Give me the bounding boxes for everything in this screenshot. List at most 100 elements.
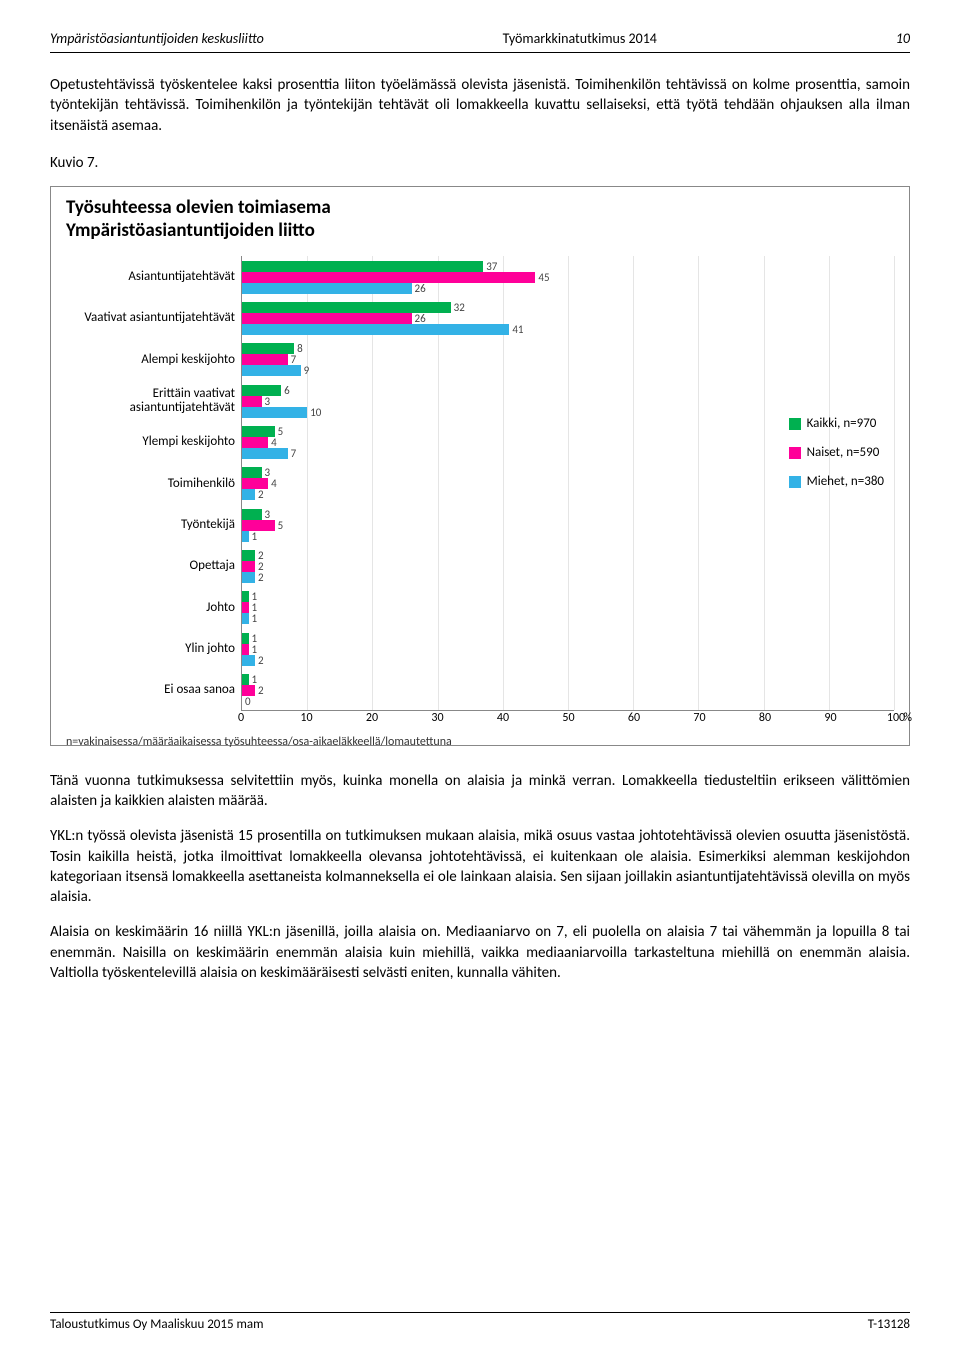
bar [242, 478, 268, 489]
bar-value-label: 1 [252, 612, 258, 625]
bar [242, 365, 301, 376]
bar-row: 1 [242, 591, 894, 602]
x-tick-label: 90 [824, 711, 836, 725]
bar [242, 655, 255, 666]
bar [242, 633, 249, 644]
bar [242, 272, 535, 283]
x-tick-label: 10 [300, 711, 312, 725]
bar-row: 2 [242, 685, 894, 696]
legend-swatch [789, 418, 801, 430]
footer-right: T-13128 [868, 1317, 910, 1332]
bar-row: 3 [242, 396, 894, 407]
category-label: Työntekijä [66, 505, 241, 546]
header-title: Työmarkkinatutkimus 2014 [503, 30, 657, 47]
category-label: Ylempi keskijohto [66, 422, 241, 463]
bar-row: 1 [242, 644, 894, 655]
bar-group: 111 [242, 587, 894, 628]
chart-body: AsiantuntijatehtävätVaativat asiantuntij… [66, 256, 894, 711]
bar-row: 26 [242, 313, 894, 324]
bar-row: 2 [242, 655, 894, 666]
bar-group: 374526 [242, 256, 894, 297]
bar [242, 613, 249, 624]
legend-item: Kaikki, n=970 [789, 416, 884, 431]
bar-group: 222 [242, 546, 894, 587]
paragraph-3: YKL:n työssä olevista jäsenistä 15 prose… [50, 826, 910, 907]
bar [242, 313, 412, 324]
x-tick-label: 50 [562, 711, 574, 725]
bar [242, 343, 294, 354]
bar-row: 1 [242, 531, 894, 542]
x-tick-label: 80 [759, 711, 771, 725]
bar-value-label: 7 [291, 447, 297, 460]
legend-label: Naiset, n=590 [807, 445, 880, 460]
x-axis: % 0102030405060708090100 [241, 711, 894, 729]
bar [242, 572, 255, 583]
bar-value-label: 0 [245, 695, 251, 708]
legend-swatch [789, 476, 801, 488]
category-label: Johto [66, 587, 241, 628]
bar [242, 283, 412, 294]
legend-label: Kaikki, n=970 [807, 416, 877, 431]
bar [242, 520, 275, 531]
grid-line [894, 256, 895, 710]
category-label: Toimihenkilö [66, 463, 241, 504]
bar [242, 467, 262, 478]
legend-item: Naiset, n=590 [789, 445, 884, 460]
chart-legend: Kaikki, n=970 Naiset, n=590 Miehet, n=380 [789, 416, 884, 503]
x-tick-label: 70 [693, 711, 705, 725]
bar-row: 8 [242, 343, 894, 354]
legend-item: Miehet, n=380 [789, 474, 884, 489]
bar [242, 448, 288, 459]
intro-paragraph: Opetustehtävissä työskentelee kaksi pros… [50, 75, 910, 136]
chart-footnote: n=vakinaisessa/määräaikaisessa työsuhtee… [66, 735, 894, 749]
x-tick-label: 40 [497, 711, 509, 725]
bar-row: 6 [242, 385, 894, 396]
bar [242, 426, 275, 437]
bar-row: 7 [242, 354, 894, 365]
bar-row: 26 [242, 283, 894, 294]
plot-area: Kaikki, n=970Naiset, n=590Miehet, n=380 … [241, 256, 894, 711]
bar [242, 591, 249, 602]
bar-row: 1 [242, 602, 894, 613]
bar-row: 9 [242, 365, 894, 376]
x-tick-label: 0 [238, 711, 244, 725]
bar [242, 644, 249, 655]
bar-value-label: 2 [258, 654, 264, 667]
bar-value-label: 9 [304, 364, 310, 377]
category-label: Asiantuntijatehtävät [66, 256, 241, 297]
bar-row: 3 [242, 509, 894, 520]
bar-row: 2 [242, 550, 894, 561]
header-org: Ympäristöasiantuntijoiden keskusliitto [50, 30, 264, 47]
category-label: Ylin johto [66, 629, 241, 670]
bar [242, 354, 288, 365]
bar-chart: Työsuhteessa olevien toimiasema Ympärist… [50, 186, 910, 746]
bar [242, 550, 255, 561]
paragraph-4: Alaisia on keskimäärin 16 niillä YKL:n j… [50, 922, 910, 983]
figure-label: Kuvio 7. [50, 154, 910, 172]
bar-group: 120 [242, 670, 894, 711]
bar [242, 674, 249, 685]
page-number: 10 [896, 30, 910, 47]
bar-row: 32 [242, 302, 894, 313]
bar-row: 37 [242, 261, 894, 272]
bar [242, 261, 483, 272]
legend-swatch [789, 447, 801, 459]
page-footer: Taloustutkimus Oy Maaliskuu 2015 mam T-1… [50, 1312, 910, 1332]
bar-value-label: 2 [258, 488, 264, 501]
category-label: Erittäin vaativat asiantuntijatehtävät [66, 380, 241, 421]
x-tick-label: 60 [628, 711, 640, 725]
bar-value-label: 41 [512, 323, 523, 336]
category-axis-labels: AsiantuntijatehtävätVaativat asiantuntij… [66, 256, 241, 711]
bar [242, 509, 262, 520]
bar [242, 385, 281, 396]
bar-value-label: 10 [310, 406, 321, 419]
chart-title-line1: Työsuhteessa olevien toimiasema [66, 197, 894, 220]
bar-value-label: 1 [252, 530, 258, 543]
page-header: Ympäristöasiantuntijoiden keskusliitto T… [50, 30, 910, 53]
legend-label: Miehet, n=380 [807, 474, 884, 489]
bar-group: 351 [242, 505, 894, 546]
bar-value-label: 26 [415, 282, 426, 295]
bar [242, 602, 249, 613]
bar [242, 324, 509, 335]
bar-row: 1 [242, 633, 894, 644]
